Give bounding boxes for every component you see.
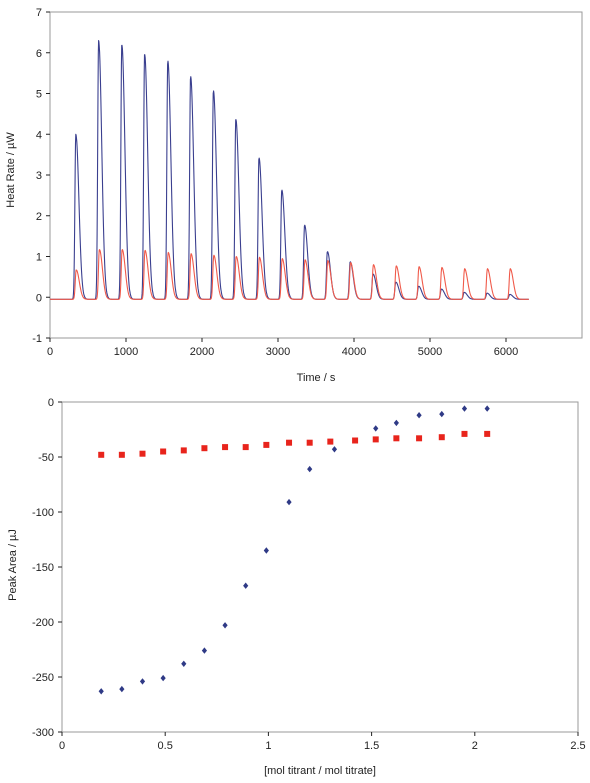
- x-tick-label: 4000: [342, 346, 366, 358]
- diamond-point: [98, 688, 104, 695]
- square-point: [263, 441, 270, 448]
- x-axis-title: Time / s: [297, 372, 336, 384]
- x-tick-label: 1000: [114, 346, 138, 358]
- diamond-point: [416, 412, 422, 419]
- diamond-point: [439, 410, 445, 418]
- y-tick-label: 2: [36, 211, 42, 223]
- heat-rate-chart: Time / s Heat Rate / µW 0 1000 2000 3000 400…: [5, 7, 583, 384]
- diamond-point: [201, 647, 208, 654]
- y-tick-label: 4: [36, 129, 42, 141]
- x-tick-label: 2.5: [570, 740, 585, 752]
- square-point: [286, 439, 293, 446]
- diamond-point: [461, 405, 468, 412]
- diamond-point: [139, 678, 146, 685]
- y-tick-label: -150: [32, 562, 54, 574]
- y-tick-label: -300: [32, 727, 54, 739]
- y-tick-label: -1: [32, 333, 42, 345]
- diamond-point: [119, 685, 125, 693]
- square-point: [372, 436, 379, 443]
- y-tick-label: -200: [32, 617, 54, 629]
- square-point: [327, 438, 334, 445]
- x-tick-label: 2: [472, 740, 478, 752]
- diamond-point: [160, 674, 166, 682]
- square-point: [222, 444, 229, 451]
- heat-trace-1: [49, 249, 530, 300]
- square-point: [484, 430, 491, 437]
- square-point: [180, 447, 187, 454]
- x-tick-label: 0.5: [158, 740, 173, 752]
- square-point: [242, 444, 249, 451]
- square-point: [438, 434, 445, 441]
- x-tick-label: 6000: [494, 346, 518, 358]
- x-tick-label: 5000: [418, 346, 442, 358]
- diamond-point: [484, 405, 490, 412]
- diamond-point: [393, 419, 399, 427]
- y-tick-label: -100: [32, 507, 54, 519]
- x-tick-label: 1.5: [364, 740, 379, 752]
- x-tick-label: 0: [47, 346, 53, 358]
- y-tick-label: 5: [36, 89, 42, 101]
- square-point: [201, 445, 208, 452]
- x-tick-label: 1: [265, 740, 271, 752]
- y-tick-label: 0: [48, 397, 54, 409]
- y-tick-label: 6: [36, 48, 42, 60]
- diamond-point: [181, 660, 187, 667]
- square-point: [461, 430, 468, 437]
- y-tick-label: -250: [32, 672, 54, 684]
- square-point: [118, 451, 125, 458]
- square-point: [160, 448, 167, 455]
- diamond-point: [243, 582, 249, 589]
- diamond-point: [307, 465, 313, 473]
- x-axis-title: [mol titrant / mol titrate]: [264, 765, 376, 777]
- y-tick-label: 1: [36, 252, 42, 264]
- y-tick-label: 7: [36, 7, 42, 19]
- diamond-point: [286, 498, 292, 506]
- x-tick-label: 2000: [190, 346, 214, 358]
- y-tick-label: 0: [36, 292, 42, 304]
- y-axis-title: Peak Area / µJ: [7, 529, 19, 601]
- x-tick-label: 3000: [266, 346, 290, 358]
- diamond-point: [263, 547, 269, 554]
- x-tick-label: 0: [59, 740, 65, 752]
- square-point: [139, 450, 146, 457]
- y-axis-title: Heat Rate / µW: [5, 132, 17, 208]
- y-tick-label: -50: [38, 452, 54, 464]
- square-point: [416, 435, 423, 442]
- diamond-point: [222, 622, 228, 629]
- square-point: [352, 437, 359, 444]
- y-tick-label: 3: [36, 170, 42, 182]
- diamond-point: [373, 425, 379, 432]
- square-point: [98, 451, 105, 458]
- heat-trace-0: [49, 39, 530, 300]
- square-point: [393, 435, 400, 442]
- plot-frame: [61, 401, 579, 733]
- square-point: [306, 439, 313, 446]
- diamond-point: [331, 446, 338, 453]
- peak-area-chart: [mol titrant / mol titrate] Peak Area / …: [7, 397, 586, 777]
